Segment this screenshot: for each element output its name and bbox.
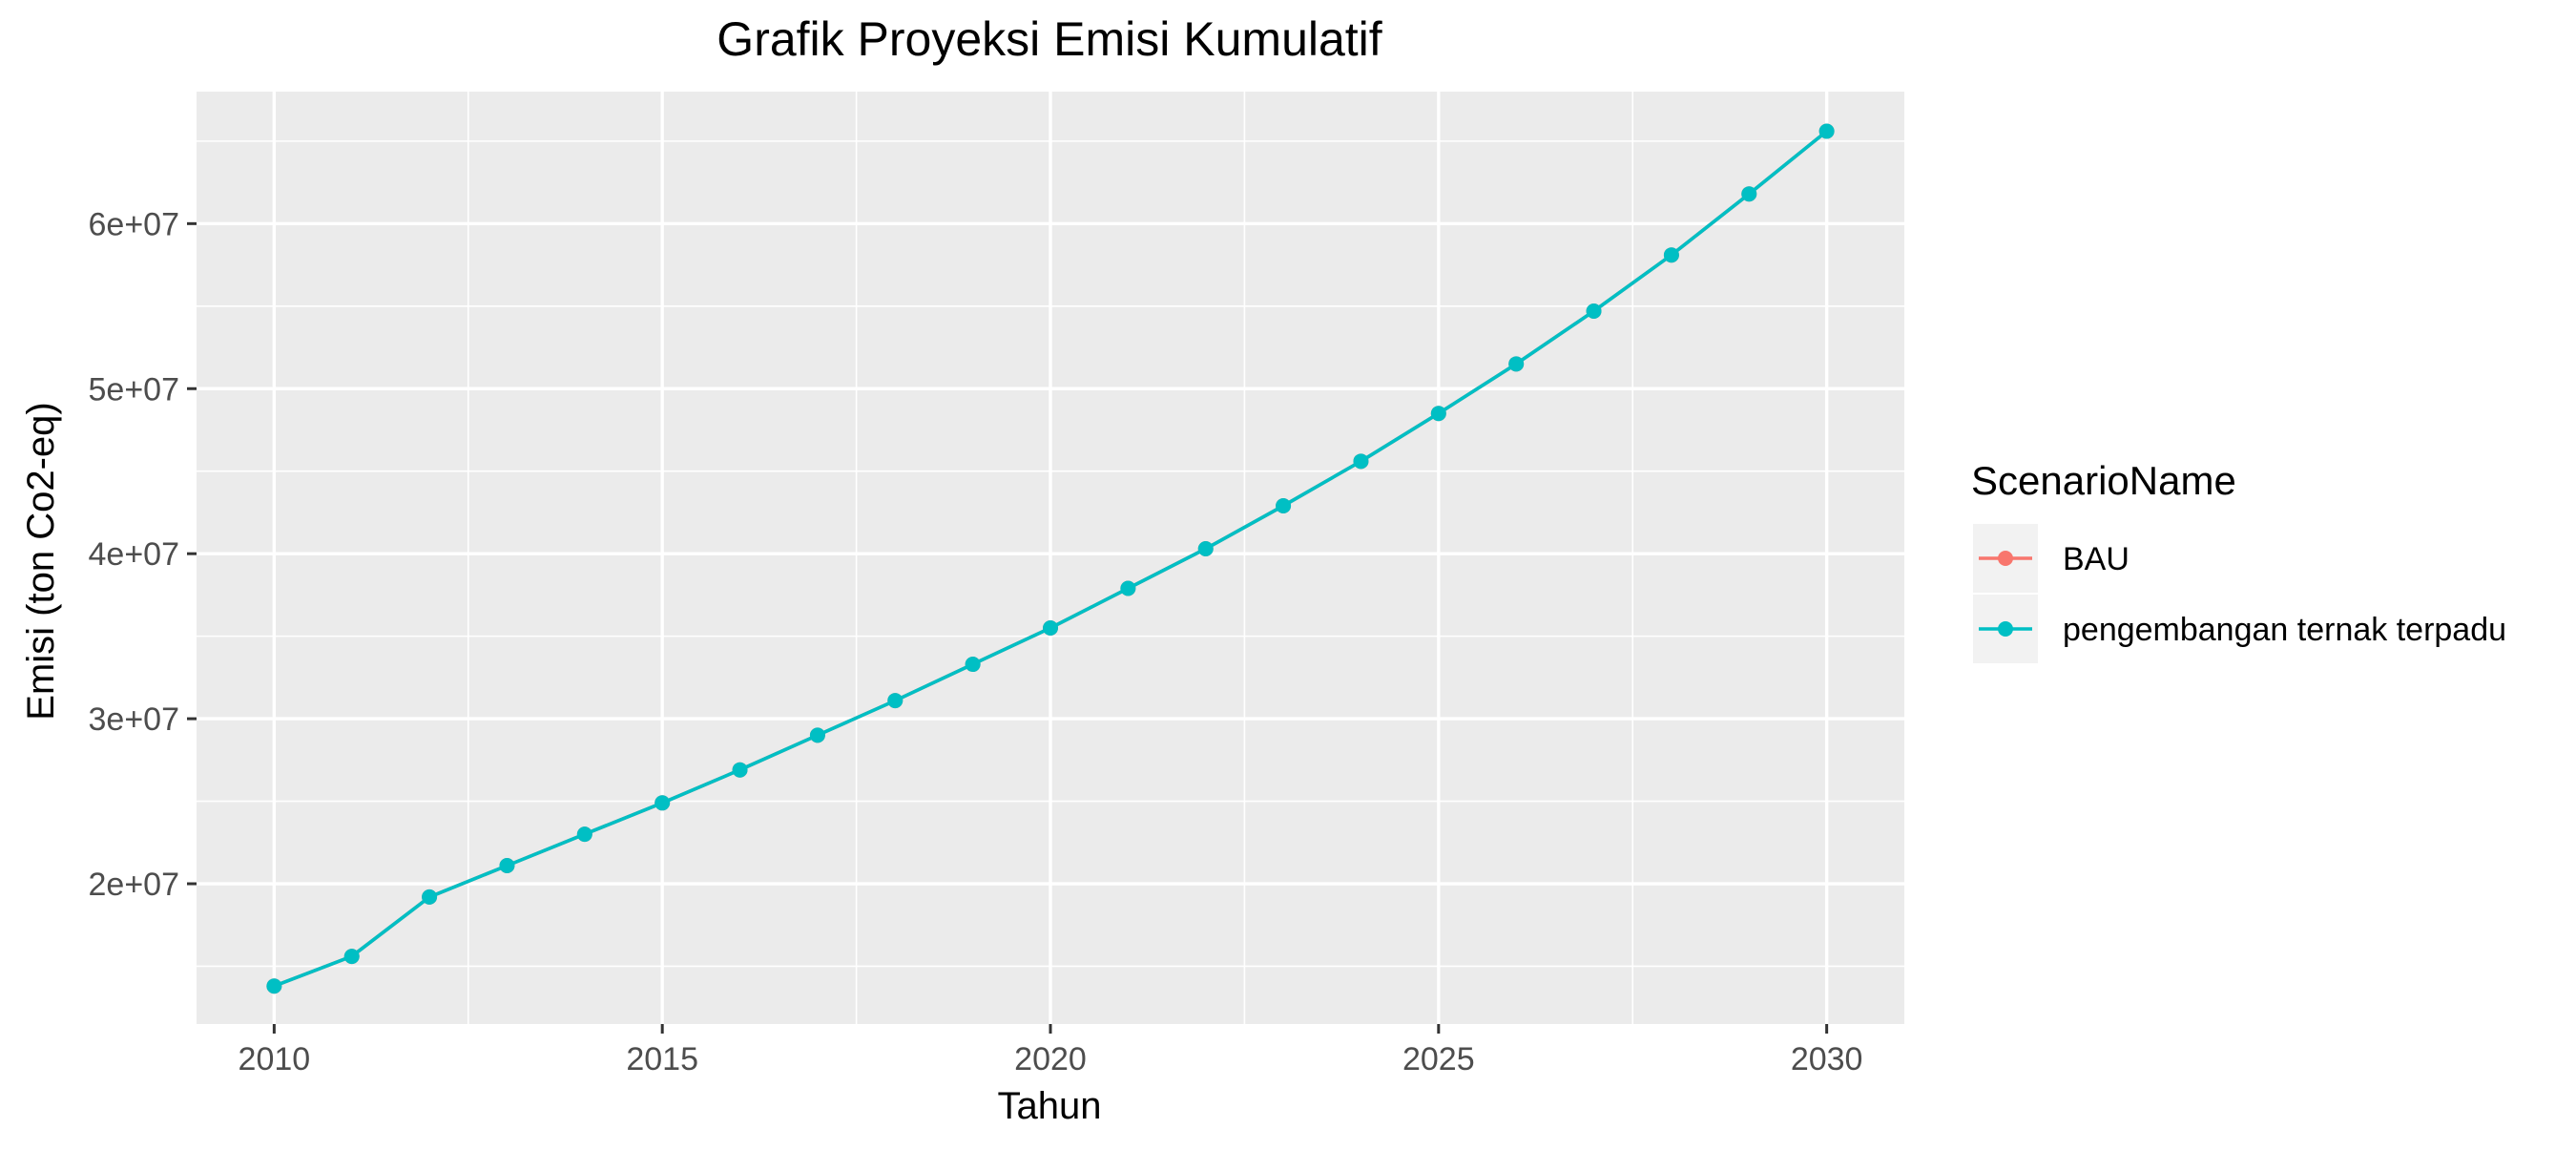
x-tick-label: 2015 bbox=[626, 1041, 698, 1077]
y-tick-label: 4e+07 bbox=[89, 536, 180, 573]
data-point bbox=[422, 889, 438, 905]
legend-item-1: pengembangan ternak terpadu bbox=[1973, 595, 2506, 663]
data-point bbox=[1120, 580, 1136, 596]
series-1 bbox=[266, 123, 1835, 994]
legend-item-0: BAU bbox=[1973, 524, 2129, 593]
data-point bbox=[732, 762, 748, 778]
data-point bbox=[887, 693, 904, 709]
data-point bbox=[1353, 453, 1369, 470]
y-axis-title: Emisi (ton Co2-eq) bbox=[20, 402, 62, 720]
legend-key-point bbox=[1998, 551, 2013, 566]
legend: ScenarioName BAU pengembangan ternak terp… bbox=[1971, 458, 2506, 663]
x-axis-title: Tahun bbox=[998, 1085, 1102, 1127]
x-tick-label: 2025 bbox=[1402, 1041, 1475, 1077]
data-point bbox=[654, 795, 671, 811]
legend-title: ScenarioName bbox=[1971, 458, 2236, 503]
data-point bbox=[1508, 356, 1525, 372]
x-tick-label: 2020 bbox=[1014, 1041, 1087, 1077]
data-point bbox=[1663, 247, 1679, 263]
y-tick-label: 6e+07 bbox=[89, 206, 180, 242]
x-tick-label: 2030 bbox=[1791, 1041, 1863, 1077]
y-tick-label: 5e+07 bbox=[89, 371, 180, 408]
data-point bbox=[576, 826, 592, 843]
chart-title: Grafik Proyeksi Emisi Kumulatif bbox=[717, 12, 1381, 66]
y-tick-label: 2e+07 bbox=[89, 867, 180, 903]
x-tick-label: 2010 bbox=[239, 1041, 311, 1077]
data-point bbox=[499, 857, 515, 873]
data-point bbox=[1043, 619, 1058, 636]
legend-label: BAU bbox=[2063, 541, 2129, 577]
data-point bbox=[1586, 303, 1602, 319]
legend-label: pengembangan ternak terpadu bbox=[2063, 612, 2506, 648]
data-point bbox=[1276, 498, 1292, 514]
data-point bbox=[965, 657, 981, 673]
data-point bbox=[1741, 186, 1757, 202]
data-point bbox=[1430, 406, 1446, 422]
y-tick-label: 3e+07 bbox=[89, 701, 180, 738]
data-point bbox=[809, 727, 825, 743]
data-point bbox=[343, 949, 360, 965]
legend-key-point bbox=[1998, 621, 2013, 637]
data-point bbox=[1818, 123, 1835, 139]
data-point bbox=[1197, 540, 1214, 556]
data-point bbox=[266, 978, 282, 994]
